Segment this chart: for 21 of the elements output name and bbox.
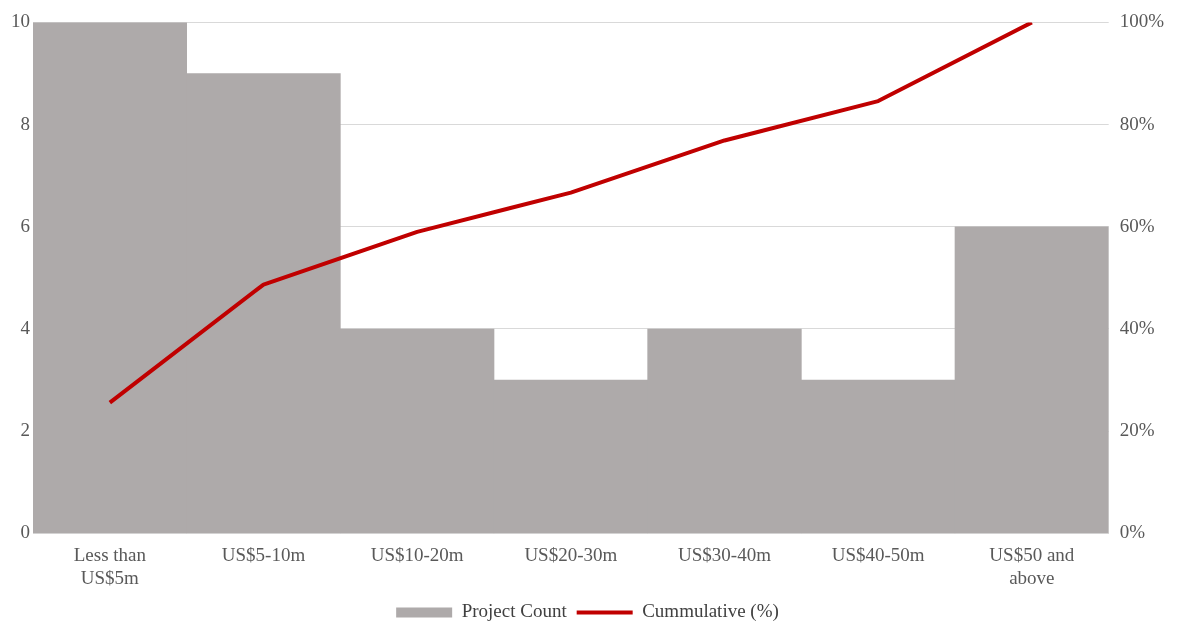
- x-tick-label: US$50 and above: [989, 543, 1075, 588]
- x-tick-label: US$5-10m: [221, 543, 306, 565]
- y-tick-label: 0: [20, 521, 30, 543]
- y-tick-label: 4: [20, 316, 31, 338]
- y2-tick-label: 40%: [1119, 316, 1155, 338]
- x-tick-label: US$20-30m: [524, 543, 618, 565]
- y-tick-label: 2: [20, 419, 30, 441]
- x-tick-label: US$30-40m: [678, 543, 772, 565]
- x-tick-label: US$40-50m: [831, 543, 925, 565]
- y2-tick-label: 60%: [1119, 214, 1155, 236]
- y-tick-label: 8: [20, 112, 30, 134]
- y-tick-label: 10: [11, 10, 30, 32]
- y2-tick-label: 20%: [1119, 419, 1155, 441]
- legend-label: Project Count: [461, 600, 568, 622]
- legend-label: Cummulative (%): [642, 600, 779, 623]
- x-tick-label: Less than US$5m: [73, 543, 147, 588]
- x-tick-label: US$10-20m: [370, 543, 464, 565]
- y2-tick-label: 80%: [1119, 112, 1155, 134]
- y2-tick-label: 100%: [1119, 10, 1165, 32]
- y2-tick-label: 0%: [1119, 521, 1146, 543]
- y-tick-label: 6: [20, 214, 30, 236]
